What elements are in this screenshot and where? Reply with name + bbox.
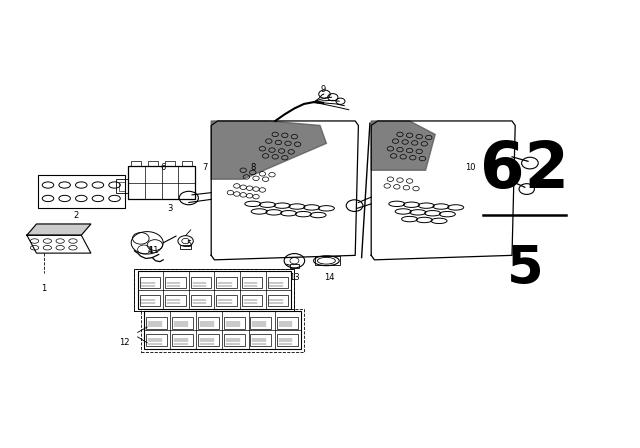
Text: 4: 4: [148, 246, 153, 255]
Bar: [128, 166, 195, 199]
Polygon shape: [27, 224, 91, 235]
Bar: [250, 317, 271, 329]
Text: 5: 5: [506, 243, 543, 295]
Bar: [172, 317, 193, 329]
Bar: [131, 161, 141, 166]
Bar: [119, 182, 125, 191]
Bar: [276, 334, 298, 346]
Text: 11: 11: [148, 246, 159, 255]
Bar: [165, 161, 175, 166]
Bar: [140, 295, 160, 306]
Text: 7: 7: [202, 164, 207, 172]
Polygon shape: [211, 121, 358, 260]
Bar: [198, 334, 219, 346]
Text: 8: 8: [250, 164, 255, 172]
Bar: [165, 277, 186, 289]
Bar: [172, 334, 193, 346]
Text: 3: 3: [167, 204, 172, 213]
Bar: [290, 264, 299, 268]
Text: 6: 6: [161, 164, 166, 172]
Bar: [216, 295, 237, 306]
Polygon shape: [211, 121, 326, 179]
Bar: [191, 295, 211, 306]
Bar: [138, 271, 291, 309]
Text: 62: 62: [480, 139, 570, 201]
Bar: [146, 317, 167, 329]
Bar: [148, 161, 158, 166]
Bar: [180, 245, 191, 249]
Bar: [165, 295, 186, 306]
Bar: [216, 277, 237, 289]
Polygon shape: [371, 121, 515, 260]
Text: 12: 12: [120, 338, 130, 347]
Bar: [276, 317, 298, 329]
Bar: [225, 317, 245, 329]
Bar: [242, 295, 262, 306]
Bar: [134, 269, 294, 311]
Bar: [146, 334, 167, 346]
Text: 9: 9: [321, 85, 326, 94]
Bar: [242, 277, 262, 289]
Bar: [268, 295, 288, 306]
Text: 10: 10: [465, 164, 476, 172]
Text: 13: 13: [289, 273, 300, 282]
Bar: [268, 277, 288, 289]
Text: 1: 1: [41, 284, 46, 293]
Bar: [144, 311, 301, 349]
Polygon shape: [27, 235, 91, 253]
Text: 14: 14: [324, 273, 335, 282]
Bar: [225, 334, 245, 346]
Text: 5: 5: [186, 240, 191, 249]
Bar: [250, 334, 271, 346]
Bar: [315, 256, 340, 265]
Bar: [134, 269, 294, 311]
Text: 2: 2: [73, 211, 78, 220]
Polygon shape: [371, 121, 435, 170]
Bar: [140, 277, 160, 289]
Bar: [116, 179, 128, 193]
Bar: [38, 175, 125, 208]
Bar: [198, 317, 219, 329]
Bar: [141, 309, 304, 352]
Bar: [182, 161, 192, 166]
Bar: [191, 277, 211, 289]
